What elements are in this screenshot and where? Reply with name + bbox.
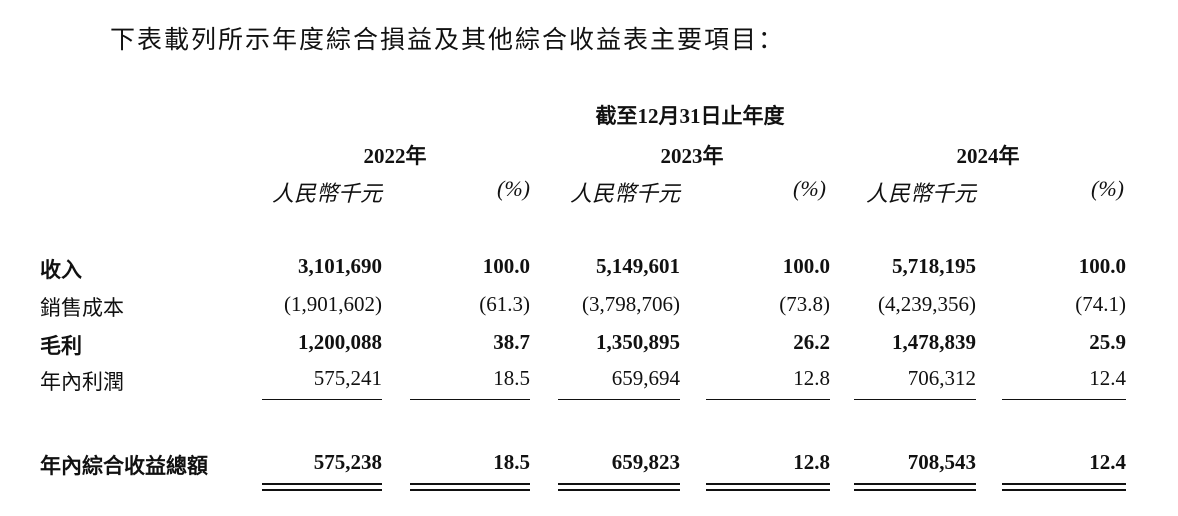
unit-pct-2022: (%): [497, 176, 530, 201]
value-rmb-2023: 659,823: [611, 450, 680, 474]
underline-pct-2022: [410, 399, 530, 400]
row-label: 銷售成本: [40, 296, 124, 320]
value-pct-2022: 100.0: [482, 254, 530, 278]
underline-rmb-2023: [558, 399, 680, 400]
value-rmb-2024: 1,478,839: [892, 330, 976, 354]
value-pct-2024: (74.1): [1075, 292, 1126, 316]
value-rmb-2024: 708,543: [907, 450, 976, 474]
value-pct-2023: 12.8: [793, 450, 830, 474]
period-header: 截至12月31日止年度: [595, 104, 785, 128]
value-rmb-2022: 575,241: [313, 366, 382, 390]
row-label: 收入: [40, 258, 82, 282]
value-rmb-2023: 5,149,601: [596, 254, 680, 278]
value-pct-2023: (73.8): [779, 292, 830, 316]
unit-rmb-2024: 人民幣千元: [865, 181, 976, 206]
value-pct-2023: 100.0: [782, 254, 830, 278]
double-underline-rmb-2024: [854, 483, 976, 491]
table-row-revenue: 收入 3,101,690 100.0 5,149,601 100.0 5,718…: [0, 254, 1178, 286]
value-rmb-2023: 1,350,895: [596, 330, 680, 354]
unit-rmb-2023: 人民幣千元: [569, 181, 680, 206]
year-header-2024: 2024年: [956, 144, 1020, 168]
value-rmb-2022: 575,238: [313, 450, 382, 474]
value-pct-2023: 26.2: [793, 330, 830, 354]
table-row-cost-of-sales: 銷售成本 (1,901,602) (61.3) (3,798,706) (73.…: [0, 292, 1178, 324]
value-pct-2022: 38.7: [493, 330, 530, 354]
value-rmb-2022: (1,901,602): [284, 292, 382, 316]
unit-pct-2024: (%): [1091, 176, 1124, 201]
value-rmb-2024: (4,239,356): [878, 292, 976, 316]
unit-rmb-2022: 人民幣千元: [271, 181, 382, 206]
value-pct-2022: (61.3): [479, 292, 530, 316]
value-rmb-2022: 3,101,690: [298, 254, 382, 278]
double-underline-rmb-2022: [262, 483, 382, 491]
value-pct-2024: 12.4: [1089, 366, 1126, 390]
double-underline-pct-2023: [706, 483, 830, 491]
value-pct-2022: 18.5: [493, 366, 530, 390]
double-underline-rmb-2023: [558, 483, 680, 491]
underline-pct-2023: [706, 399, 830, 400]
value-pct-2024: 100.0: [1078, 254, 1126, 278]
value-pct-2023: 12.8: [793, 366, 830, 390]
double-underline-pct-2024: [1002, 483, 1126, 491]
row-label: 毛利: [40, 334, 82, 358]
intro-text: 下表載列所示年度綜合損益及其他綜合收益表主要項目：: [110, 27, 786, 54]
underline-rmb-2022: [262, 399, 382, 400]
underline-rmb-2024: [854, 399, 976, 400]
row-label: 年內利潤: [40, 370, 124, 394]
value-pct-2022: 18.5: [493, 450, 530, 474]
value-rmb-2023: (3,798,706): [582, 292, 680, 316]
value-rmb-2024: 706,312: [907, 366, 976, 390]
table-row-total-comprehensive-income: 年內綜合收益總額 575,238 18.5 659,823 12.8 708,5…: [0, 450, 1178, 482]
value-pct-2024: 12.4: [1089, 450, 1126, 474]
double-underline-pct-2022: [410, 483, 530, 491]
value-rmb-2024: 5,718,195: [892, 254, 976, 278]
year-header-2023: 2023年: [660, 144, 724, 168]
underline-pct-2024: [1002, 399, 1126, 400]
table-row-profit-for-year: 年內利潤 575,241 18.5 659,694 12.8 706,312 1…: [0, 366, 1178, 398]
value-rmb-2022: 1,200,088: [298, 330, 382, 354]
year-header-2022: 2022年: [363, 144, 427, 168]
table-row-gross-profit: 毛利 1,200,088 38.7 1,350,895 26.2 1,478,8…: [0, 330, 1178, 362]
row-label: 年內綜合收益總額: [40, 454, 208, 478]
value-rmb-2023: 659,694: [611, 366, 680, 390]
unit-pct-2023: (%): [793, 176, 826, 201]
value-pct-2024: 25.9: [1089, 330, 1126, 354]
